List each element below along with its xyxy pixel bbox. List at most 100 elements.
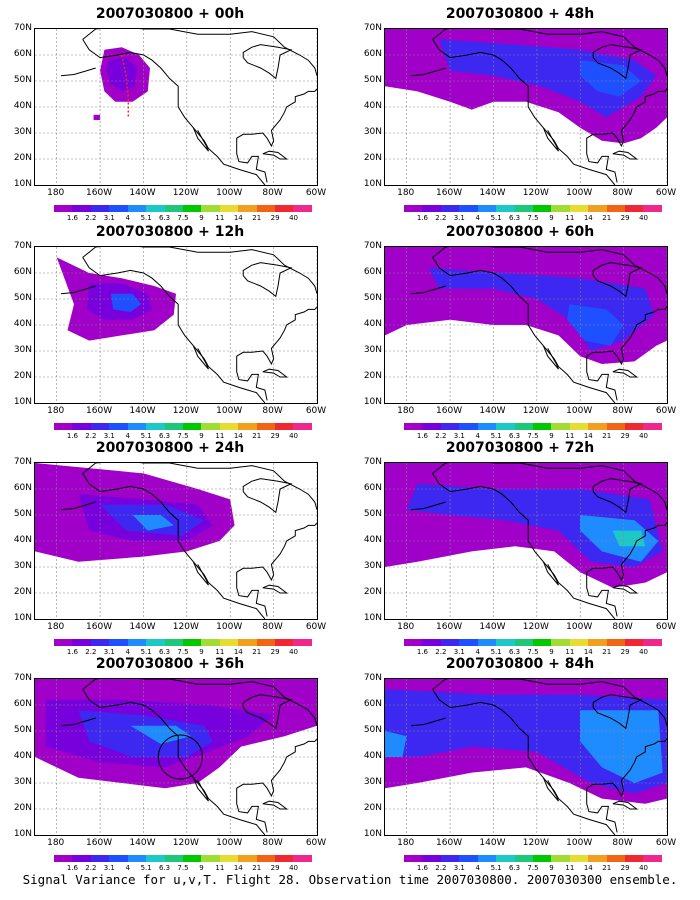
latitude-label: 70N	[13, 673, 32, 683]
latitude-label: 20N	[13, 803, 32, 813]
colorbar-swatch	[643, 639, 662, 646]
map-area	[384, 678, 668, 836]
colorbar-swatch	[496, 205, 515, 212]
colorbar-swatch	[532, 423, 552, 430]
colorbar-swatch	[127, 423, 147, 430]
colorbar-swatch	[164, 639, 183, 646]
colorbar-swatch	[219, 205, 239, 212]
colorbar-swatch	[127, 639, 147, 646]
colorbar-swatch	[440, 423, 460, 430]
colorbar-label: 40	[639, 864, 649, 872]
colorbar	[54, 639, 312, 646]
longitude-label: 180	[47, 188, 65, 198]
longitude-label: 160W	[86, 188, 113, 198]
colorbar-labels: 1.6 2.2 3.1 4 5.1 6.3 7.5 9 11 14 21 29 40	[404, 648, 662, 658]
latitude-label: 40N	[13, 101, 32, 111]
coastlines	[60, 29, 317, 185]
colorbar-label: 6.3	[158, 864, 171, 872]
longitude-label: 100W	[566, 188, 593, 198]
colorbar-label: 1.6	[416, 432, 428, 440]
colorbar-swatch	[643, 205, 662, 212]
colorbar-swatch	[514, 639, 533, 646]
colorbar-label: 1.6	[66, 648, 78, 656]
latitude-label: 30N	[363, 561, 382, 571]
latitude-label: 30N	[13, 561, 32, 571]
colorbar-label: 21	[252, 864, 262, 872]
longitude-label: 80W	[262, 838, 283, 848]
colorbar-swatch	[643, 423, 662, 430]
colorbar-label: 2.2	[435, 648, 447, 656]
colorbar-label: 14	[583, 432, 593, 440]
longitude-label: 80W	[612, 406, 633, 416]
colorbar-swatch	[219, 855, 239, 862]
variance-map	[385, 29, 667, 185]
colorbar-label: 9	[199, 864, 204, 872]
colorbar-swatch	[109, 639, 128, 646]
colorbar-swatch	[551, 639, 570, 646]
colorbar-swatch	[201, 855, 220, 862]
colorbar-swatch	[459, 205, 478, 212]
coastlines	[410, 463, 667, 619]
colorbar-label: 7.5	[527, 648, 539, 656]
colorbar-label: 40	[289, 648, 299, 656]
latitude-label: 70N	[363, 457, 382, 467]
panel-title: 2007030800 + 36h	[95, 656, 245, 672]
colorbar-label: 40	[289, 432, 299, 440]
longitude-label: 140W	[129, 838, 156, 848]
figure-caption: Signal Variance for u,v,T. Flight 28. Ob…	[22, 872, 678, 887]
panel-title: 2007030800 + 48h	[445, 6, 595, 22]
colorbar-label: 6.3	[158, 214, 171, 222]
longitude-label: 100W	[216, 838, 243, 848]
longitude-label: 160W	[436, 838, 463, 848]
colorbar-swatch	[569, 423, 589, 430]
colorbar-swatch	[422, 205, 441, 212]
longitude-label: 60W	[655, 622, 677, 632]
colorbar-swatch	[643, 855, 662, 862]
colorbar-swatch	[477, 205, 497, 212]
colorbar-swatch	[404, 639, 423, 646]
latitude-label: 50N	[13, 293, 32, 303]
colorbar-swatch	[588, 855, 607, 862]
colorbar-labels: 1.6 2.2 3.1 4 5.1 6.3 7.5 9 11 14 21 29 40	[404, 214, 662, 224]
colorbar-swatch	[109, 855, 128, 862]
colorbar-swatch	[477, 855, 497, 862]
colorbar-swatch	[496, 855, 515, 862]
colorbar-swatch	[532, 205, 552, 212]
latitude-label: 60N	[363, 483, 382, 493]
map-panel: 2007030800 + 12h 70N 60N 50N 40N 30N 20N 10N 180…	[0, 224, 340, 442]
colorbar-label: 40	[639, 432, 649, 440]
longitude-label: 160W	[436, 406, 463, 416]
latitude-label: 30N	[363, 777, 382, 787]
coastlines	[60, 463, 317, 619]
colorbar-label: 3.1	[103, 864, 115, 872]
colorbar-label: 14	[583, 864, 593, 872]
colorbar-swatch	[625, 205, 644, 212]
colorbar-label: 6.3	[508, 432, 521, 440]
colorbar-label: 4	[475, 214, 480, 222]
longitude-label: 80W	[262, 406, 283, 416]
longitude-label: 100W	[216, 188, 243, 198]
longitude-label: 60W	[655, 406, 677, 416]
colorbar-label: 29	[270, 432, 280, 440]
colorbar-swatch	[625, 855, 644, 862]
longitude-label: 120W	[172, 188, 199, 198]
colorbar-swatch	[182, 423, 202, 430]
colorbar-label: 5.1	[140, 432, 152, 440]
colorbar-swatch	[459, 855, 478, 862]
map-area	[34, 678, 318, 836]
colorbar-label: 5.1	[140, 864, 152, 872]
longitude-label: 80W	[612, 188, 633, 198]
grid-lines	[385, 247, 667, 403]
latitude-label: 70N	[13, 241, 32, 251]
colorbar-label: 1.6	[66, 864, 78, 872]
longitude-label: 80W	[612, 838, 633, 848]
colorbar-label: 21	[602, 864, 612, 872]
colorbar-swatch	[551, 423, 570, 430]
panel-title: 2007030800 + 24h	[95, 440, 245, 456]
longitude-label: 100W	[216, 622, 243, 632]
colorbar	[404, 639, 662, 646]
colorbar-swatch	[54, 423, 73, 430]
colorbar-label: 7.5	[527, 864, 539, 872]
colorbar-swatch	[201, 423, 220, 430]
colorbar-swatch	[256, 855, 276, 862]
